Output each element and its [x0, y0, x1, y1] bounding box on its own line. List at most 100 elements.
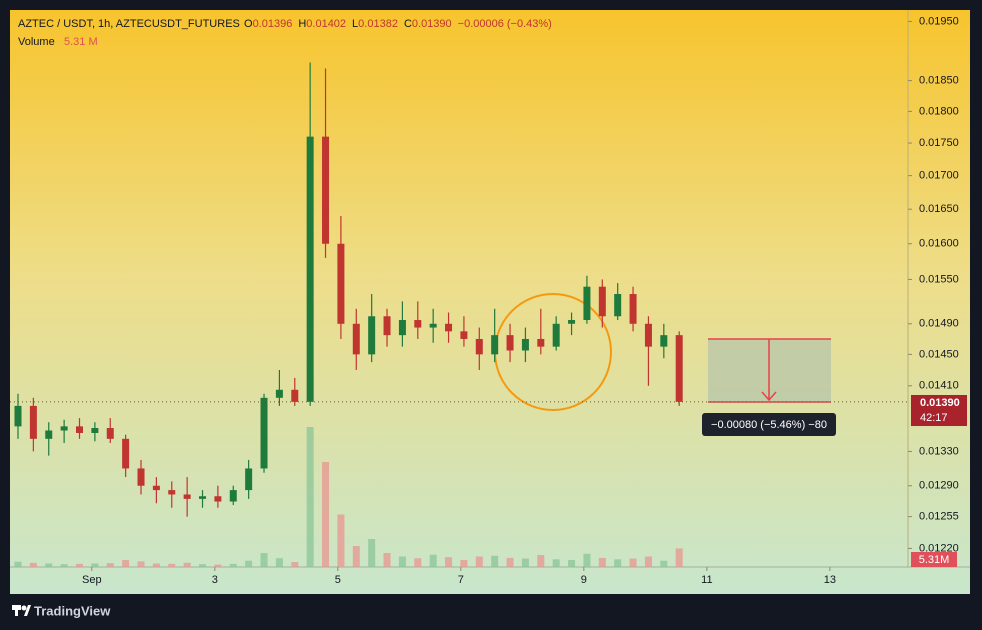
candle-body [229, 490, 237, 502]
y-tick-label: 0.01410 [919, 380, 959, 392]
candle-body [60, 426, 68, 431]
volume-bar [260, 553, 268, 567]
candle-body [291, 389, 299, 402]
candle-body [429, 323, 437, 328]
volume-bar [491, 555, 499, 567]
x-tick-label: 9 [581, 574, 587, 586]
candle-body [76, 426, 84, 433]
price-badge-value: 0.01390 [920, 397, 960, 409]
candle-body [644, 323, 652, 347]
volume-bar [122, 560, 130, 567]
volume-bar [644, 556, 652, 567]
candle-body [168, 490, 176, 495]
volume-badge-value: 5.31M [919, 554, 950, 566]
ohlc-value: 0.01396 [253, 18, 293, 30]
ohlc-value: 0.01402 [306, 18, 346, 30]
candle-body [214, 496, 222, 502]
candle-body [260, 397, 268, 469]
y-tick-label: 0.01490 [919, 318, 959, 330]
ohlc-key: L [352, 18, 358, 30]
candle-body [506, 335, 514, 351]
y-tick-label: 0.01550 [919, 273, 959, 285]
x-tick-label: 13 [824, 574, 836, 586]
volume-bar [445, 557, 453, 567]
volume-bar [583, 553, 591, 567]
candle-body [306, 136, 314, 402]
volume-bar [183, 562, 191, 567]
measure-label: −0.00080 (−5.46%) −80 [711, 419, 827, 431]
volume-bar [568, 560, 576, 567]
volume-bar [460, 560, 468, 567]
volume-bar [598, 557, 606, 567]
x-tick-label: Sep [82, 574, 102, 586]
ohlc-value: 0.01390 [412, 18, 452, 30]
ohlc-key: O [244, 18, 253, 30]
x-tick-label: 3 [212, 574, 218, 586]
volume-legend-label: Volume [18, 36, 55, 48]
volume-bar [398, 556, 406, 567]
y-tick-label: 0.01290 [919, 480, 959, 492]
ohlc-value: 0.01382 [358, 18, 398, 30]
volume-legend-value: 5.31 M [64, 36, 98, 48]
candle-body [460, 331, 468, 339]
volume-bar [245, 560, 253, 567]
volume-bar [429, 554, 437, 567]
volume-bar [675, 548, 683, 567]
volume-bar [60, 564, 68, 567]
volume-bar [168, 563, 176, 567]
candle-body [537, 338, 545, 347]
volume-bar [137, 561, 145, 567]
ohlc-key: H [298, 18, 306, 30]
candle-body [675, 335, 683, 402]
candle-body [583, 286, 591, 321]
y-tick-label: 0.01650 [919, 203, 959, 215]
y-tick-label: 0.01450 [919, 348, 959, 360]
volume-bar [552, 559, 560, 567]
measure-tooltip [702, 413, 836, 436]
candle-body [383, 316, 391, 336]
candle-body [568, 320, 576, 324]
candle-body [445, 323, 453, 332]
price-badge-countdown: 42:17 [920, 412, 948, 424]
candle-body [152, 485, 160, 491]
y-tick-label: 0.01850 [919, 75, 959, 87]
candle-body [414, 320, 422, 328]
candle-body [552, 323, 560, 347]
measure-arrowhead [761, 391, 777, 402]
y-tick-label: 0.01600 [919, 238, 959, 250]
y-tick-label: 0.01220 [919, 542, 959, 554]
ohlc-key: C [404, 18, 412, 30]
candle-body [322, 136, 330, 244]
volume-bar [322, 462, 330, 567]
candle-body [45, 430, 53, 439]
volume-badge [911, 552, 957, 567]
candle-body [275, 389, 283, 398]
volume-bar [383, 553, 391, 567]
price-badge [911, 395, 967, 426]
volume-bar [152, 563, 160, 567]
volume-bar [91, 563, 99, 567]
symbol: AZTEC / USDT, 1h, AZTECUSDT_FUTURES [18, 18, 240, 30]
candle-body [122, 438, 130, 469]
volume-bar [337, 514, 345, 567]
volume-bar [368, 539, 376, 567]
brand: TradingView [34, 603, 111, 618]
volume-bar [14, 561, 22, 567]
y-tick-label: 0.01800 [919, 105, 959, 117]
candle-body [491, 335, 499, 355]
y-tick-label: 0.01330 [919, 445, 959, 457]
candle-body [629, 294, 637, 324]
candle-body [521, 338, 529, 351]
volume-bar [537, 555, 545, 567]
volume-bar [229, 563, 237, 567]
ohlc-change: −0.00006 (−0.43%) [458, 18, 552, 30]
x-tick-label: 5 [335, 574, 341, 586]
volume-bar [29, 562, 37, 567]
candle-body [352, 323, 360, 355]
candle-body [660, 335, 668, 347]
plot [10, 62, 908, 567]
volume-bar [414, 558, 422, 567]
volume-bar [475, 556, 483, 567]
